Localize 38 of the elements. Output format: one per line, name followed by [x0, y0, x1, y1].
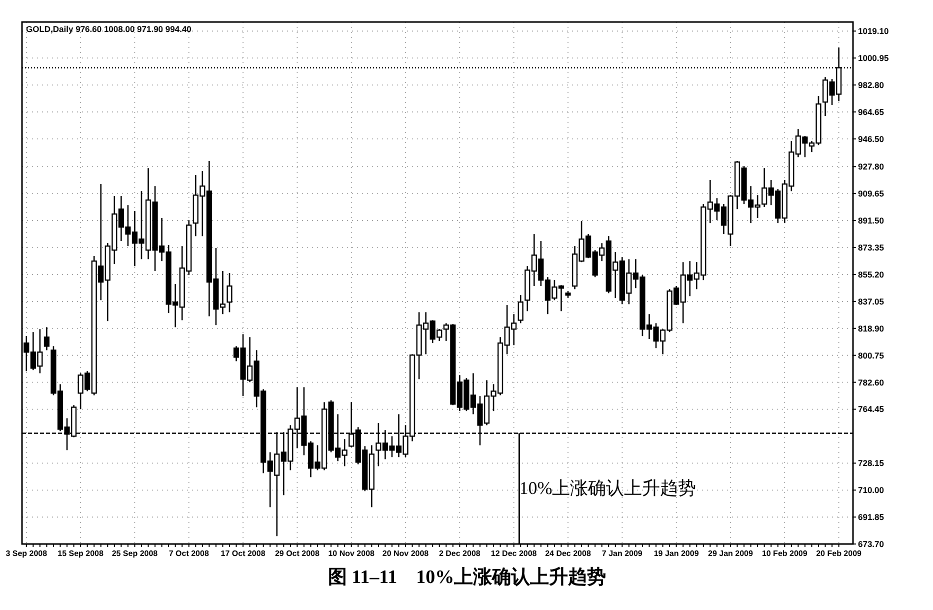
- y-tick-label: 946.50: [858, 134, 884, 144]
- y-tick-label: 982.80: [858, 80, 884, 90]
- x-tick-label: 7 Oct 2008: [168, 549, 210, 558]
- x-tick-label: 19 Jan 2009: [654, 549, 700, 558]
- x-tick-label: 29 Oct 2008: [274, 549, 320, 558]
- text: 图 11–11 10%上涨确认上升趋势: [328, 566, 606, 588]
- y-tick-label: 691.85: [858, 512, 884, 522]
- y-tick-label: 800.75: [858, 350, 884, 360]
- x-tick-label: 2 Dec 2008: [438, 549, 481, 558]
- x-tick-label: 25 Sep 2008: [112, 549, 158, 558]
- y-tick-label: 891.50: [858, 216, 884, 226]
- y-tick-label: 873.35: [858, 242, 884, 253]
- x-tick-label: 10 Feb 2009: [762, 549, 808, 558]
- annotation: 10%上涨确认上升趋势: [519, 478, 696, 498]
- x-tick-label: 29 Jan 2009: [708, 549, 754, 558]
- y-tick-label: 855.20: [858, 269, 884, 280]
- y-tick-label: 782.60: [858, 377, 884, 388]
- y-tick-label: 1019.10: [858, 26, 889, 36]
- y-tick-label: 673.70: [858, 539, 884, 549]
- y-tick-label: 764.45: [858, 404, 884, 414]
- y-tick-label: 710.00: [858, 485, 884, 496]
- y-tick-label: 909.65: [858, 188, 884, 199]
- x-tick-label: 15 Sep 2008: [58, 549, 104, 558]
- annotation: GOLD,Daily 976.60 1008.00 971.90 994.40: [26, 24, 192, 34]
- x-tick-label: 24 Dec 2008: [545, 549, 592, 558]
- y-tick-label: 837.05: [858, 296, 884, 306]
- x-tick-label: 17 Oct 2008: [220, 549, 266, 558]
- x-tick-label: 7 Jan 2009: [602, 549, 643, 558]
- y-tick-label: 728.15: [858, 458, 884, 468]
- y-tick-label: 927.80: [858, 162, 884, 172]
- x-tick-label: 12 Dec 2008: [490, 549, 538, 558]
- y-tick-label: 964.65: [858, 106, 884, 117]
- x-tick-label: 20 Feb 2009: [816, 549, 862, 558]
- x-tick-label: 3 Sep 2008: [6, 549, 48, 558]
- y-tick-label: 818.90: [858, 323, 884, 334]
- x-tick-label: 20 Nov 2008: [382, 549, 430, 558]
- y-tick-label: 1000.95: [858, 53, 889, 64]
- x-tick-label: 10 Nov 2008: [328, 549, 376, 558]
